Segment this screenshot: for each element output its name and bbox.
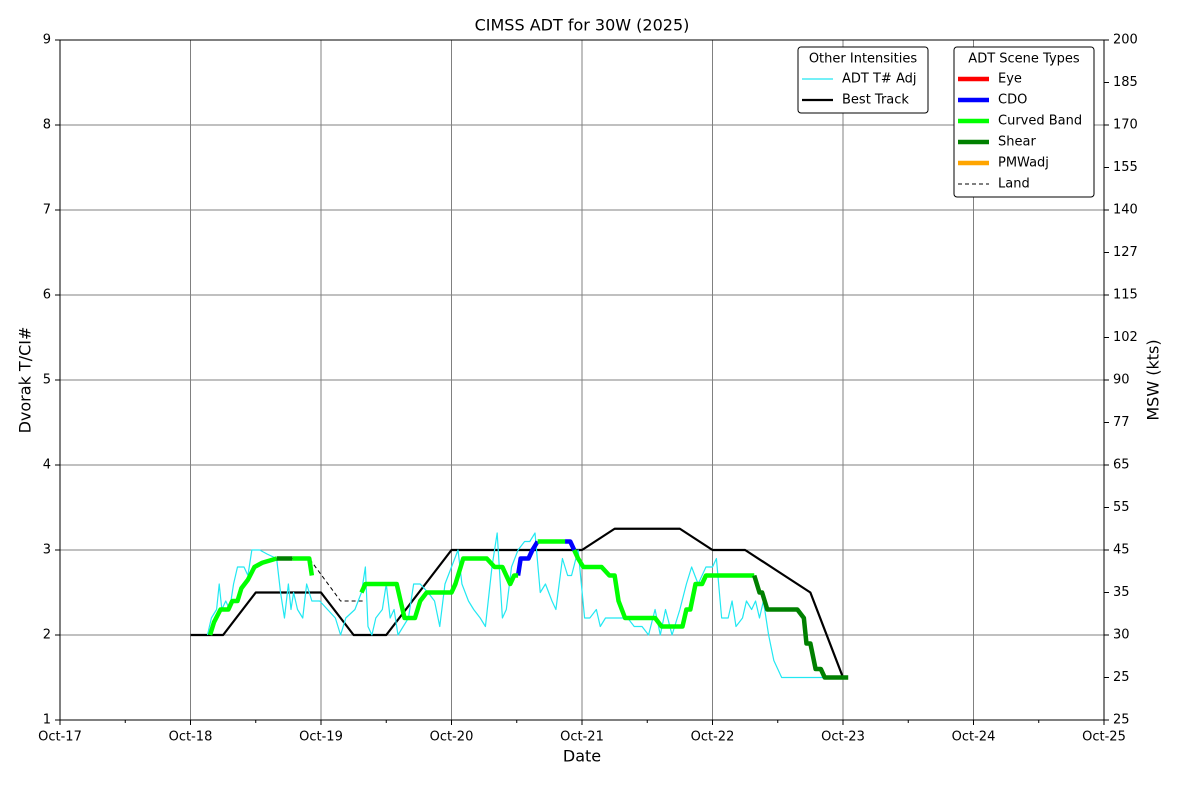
y2-tick-label: 170 [1113, 118, 1138, 133]
y-tick-label: 9 [43, 33, 51, 48]
y2-tick-label: 35 [1113, 585, 1130, 600]
y2-tick-label: 155 [1113, 160, 1138, 175]
y-tick-label: 5 [43, 373, 51, 388]
series-line [515, 540, 540, 576]
legend-label: Land [998, 177, 1030, 192]
y2-tick-label: 200 [1113, 33, 1138, 48]
y2-axis-label: MSW (kts) [1144, 339, 1163, 420]
y-axis-label: Dvorak T/CI# [16, 327, 35, 434]
y-tick-label: 7 [43, 203, 51, 218]
y2-tick-label: 140 [1113, 203, 1138, 218]
series-line [359, 556, 519, 621]
y2-tick-label: 55 [1113, 500, 1130, 515]
y2-tick-label: 30 [1113, 628, 1130, 643]
legend-title: Other Intensities [809, 52, 918, 67]
series-line [206, 532, 846, 679]
legend-box [953, 46, 1095, 198]
legend-label: Curved Band [998, 114, 1082, 129]
y2-tick-label: 77 [1113, 415, 1130, 430]
plot-frame [59, 39, 1105, 721]
chart-title: CIMSS ADT for 30W (2025) [475, 16, 690, 35]
y-tick-label: 2 [43, 628, 51, 643]
legend-label: Shear [998, 135, 1036, 150]
series-line [752, 574, 849, 680]
y2-tick-label: 102 [1113, 330, 1138, 345]
x-tick-label: Oct-19 [299, 730, 343, 745]
y2-tick-label: 127 [1113, 245, 1138, 260]
series-line [190, 527, 845, 678]
x-tick-label: Oct-25 [1082, 730, 1126, 745]
y2-tick-label: 25 [1113, 670, 1130, 685]
series-line [207, 556, 278, 636]
y2-tick-label: 65 [1113, 458, 1130, 473]
y-tick-label: 6 [43, 288, 51, 303]
y-tick-label: 1 [43, 713, 51, 728]
legend-label: CDO [998, 93, 1027, 108]
x-tick-label: Oct-20 [430, 730, 474, 745]
x-tick-label: Oct-21 [560, 730, 604, 745]
legend-box [797, 46, 929, 114]
series-line [572, 549, 755, 629]
x-tick-label: Oct-18 [169, 730, 213, 745]
series-line [292, 556, 315, 576]
legend: Other Intensities ADT T# Adj Best Track [797, 46, 929, 114]
legend-label: Best Track [842, 93, 909, 108]
y-tick-label: 8 [43, 118, 51, 133]
y2-tick-label: 45 [1113, 543, 1130, 558]
y2-tick-label: 25 [1113, 713, 1130, 728]
y2-tick-label: 115 [1113, 288, 1138, 303]
x-axis-label: Date [563, 747, 601, 766]
y-tick-label: 4 [43, 458, 51, 473]
y2-tick-label: 185 [1113, 75, 1138, 90]
x-tick-label: Oct-23 [821, 730, 865, 745]
y-tick-label: 3 [43, 543, 51, 558]
series-line [565, 539, 577, 551]
x-tick-label: Oct-22 [691, 730, 735, 745]
legend-label: PMWadj [998, 156, 1049, 171]
legend-title: ADT Scene Types [968, 52, 1080, 67]
legend-label: ADT T# Adj [842, 72, 916, 87]
x-tick-label: Oct-17 [38, 730, 82, 745]
y2-tick-label: 90 [1113, 373, 1130, 388]
legend-label: Eye [998, 72, 1022, 87]
x-tick-label: Oct-24 [952, 730, 996, 745]
legend: ADT Scene Types Eye CDO Curved Band Shear PMW… [953, 46, 1095, 198]
